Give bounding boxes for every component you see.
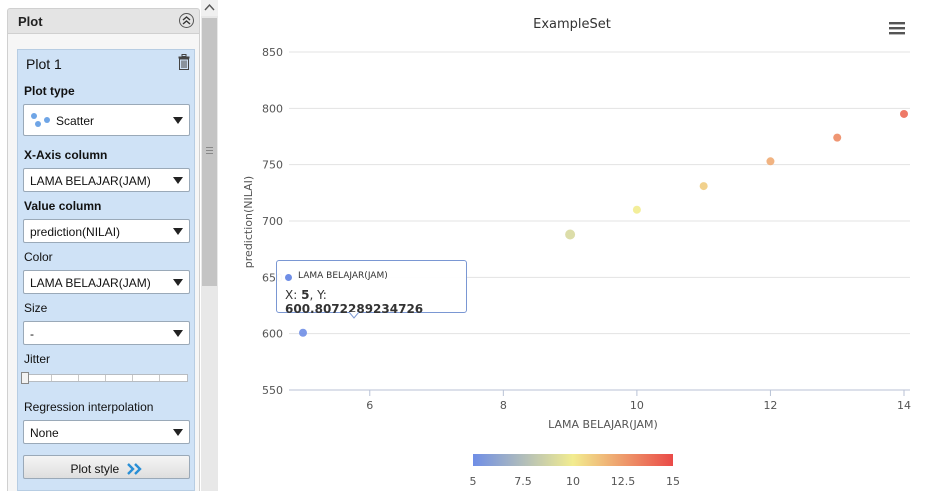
tooltip-y-value: 600.8072289234726 (285, 302, 424, 316)
color-label: Color (24, 250, 53, 264)
scatter-point (299, 328, 307, 337)
panel-scrollbar[interactable] (201, 0, 218, 491)
plot-section-title: Plot (18, 14, 43, 29)
color-scale-label: 7.5 (514, 475, 532, 488)
tooltip-y-prefix: , Y: (309, 288, 327, 302)
scrollbar-grip (206, 150, 213, 151)
scatter-point (632, 205, 641, 214)
jitter-slider[interactable] (23, 374, 188, 382)
color-scale-bar (473, 454, 673, 466)
chevron-down-icon (173, 429, 183, 436)
jitter-slider-handle[interactable] (21, 372, 29, 384)
y-tick-label: 850 (262, 46, 283, 59)
scatter-icon (30, 112, 52, 130)
plot-card-title: Plot 1 (26, 56, 62, 72)
color-scale-label: 5 (470, 475, 477, 488)
regression-interpolation-value: None (30, 426, 59, 440)
size-select[interactable]: - (23, 321, 190, 345)
trash-icon[interactable] (178, 54, 190, 70)
x-tick-label: 14 (897, 399, 911, 412)
value-column-value: prediction(NILAI) (30, 225, 121, 239)
y-tick-label: 800 (262, 102, 283, 115)
scroll-up-button[interactable] (201, 0, 218, 16)
slider-tick (51, 375, 52, 381)
scatter-point (565, 229, 576, 240)
y-tick-label: 550 (262, 384, 283, 397)
point-tooltip: LAMA BELAJAR(JAM) X: 5, Y: 600.807228923… (276, 260, 467, 316)
chevron-down-icon (173, 177, 183, 184)
x-axis-column-value: LAMA BELAJAR(JAM) (30, 174, 151, 188)
plot-type-label: Plot type (24, 84, 75, 98)
plot-card: Plot 1 Plot type Scatter X-Axis column L… (17, 49, 195, 491)
y-tick-label: 700 (262, 215, 283, 228)
tooltip-x-prefix: X: (285, 288, 302, 302)
tooltip-series-marker (285, 274, 292, 281)
double-chevron-up-icon[interactable] (179, 13, 194, 28)
x-tick-label: 12 (763, 399, 777, 412)
scrollbar-grip (206, 147, 213, 148)
double-chevron-right-icon (126, 463, 142, 475)
x-axis-column-label: X-Axis column (24, 148, 108, 162)
chevron-down-icon (173, 279, 183, 286)
color-scale-label: 12.5 (611, 475, 636, 488)
plot-type-value: Scatter (56, 114, 95, 128)
slider-tick (78, 375, 79, 381)
color-scale-label: 10 (566, 475, 580, 488)
scatter-point (833, 133, 842, 142)
x-axis-title: LAMA BELAJAR(JAM) (548, 418, 658, 431)
x-axis-column-select[interactable]: LAMA BELAJAR(JAM) (23, 168, 190, 192)
chevron-down-icon (173, 228, 183, 235)
y-tick-label: 750 (262, 159, 283, 172)
slider-tick (159, 375, 160, 381)
chart-title: ExampleSet (533, 17, 611, 32)
chevron-down-icon (173, 330, 183, 337)
chevron-down-icon (173, 117, 183, 124)
tooltip-pointer (349, 312, 359, 319)
color-select[interactable]: LAMA BELAJAR(JAM) (23, 270, 190, 294)
regression-interpolation-label: Regression interpolation (24, 400, 154, 414)
hamburger-menu-icon[interactable] (888, 20, 906, 36)
color-scale-label: 15 (666, 475, 680, 488)
regression-interpolation-select[interactable]: None (23, 420, 190, 444)
tooltip-x-value: 5 (301, 288, 310, 302)
slider-tick (132, 375, 133, 381)
jitter-label: Jitter (24, 352, 51, 366)
value-column-select[interactable]: prediction(NILAI) (23, 219, 190, 243)
scatter-point (766, 157, 775, 166)
chevron-up-icon (204, 3, 215, 11)
scatter-point (699, 182, 708, 191)
x-tick-label: 8 (500, 399, 507, 412)
size-label: Size (24, 301, 48, 315)
scrollbar-thumb[interactable] (202, 18, 217, 286)
plot-config-panel: Plot Plot 1 Plot type Scatter X-Axis col… (0, 0, 218, 491)
scrollbar-grip (206, 153, 213, 154)
y-axis-title: prediction(NILAI) (242, 176, 255, 268)
color-value: LAMA BELAJAR(JAM) (30, 276, 151, 290)
tooltip-value-line: X: 5, Y: 600.8072289234726 (285, 288, 466, 316)
value-column-label: Value column (24, 199, 102, 213)
plot-section-header[interactable]: Plot (7, 8, 200, 34)
size-value: - (30, 327, 34, 341)
x-tick-label: 10 (630, 399, 644, 412)
slider-tick (105, 375, 106, 381)
plot-type-select[interactable]: Scatter (23, 104, 190, 136)
scatter-point (900, 109, 908, 118)
plot-style-button-label: Plot style (70, 462, 120, 476)
x-tick-label: 6 (366, 399, 373, 412)
plot-style-button[interactable]: Plot style (23, 455, 190, 479)
chart-area: 550 600 650 700 750 800 850 6 8 10 12 14 5 7.5 10 12.5… (218, 0, 925, 491)
y-tick-label: 600 (262, 328, 283, 341)
tooltip-series-name: LAMA BELAJAR(JAM) (298, 271, 388, 281)
